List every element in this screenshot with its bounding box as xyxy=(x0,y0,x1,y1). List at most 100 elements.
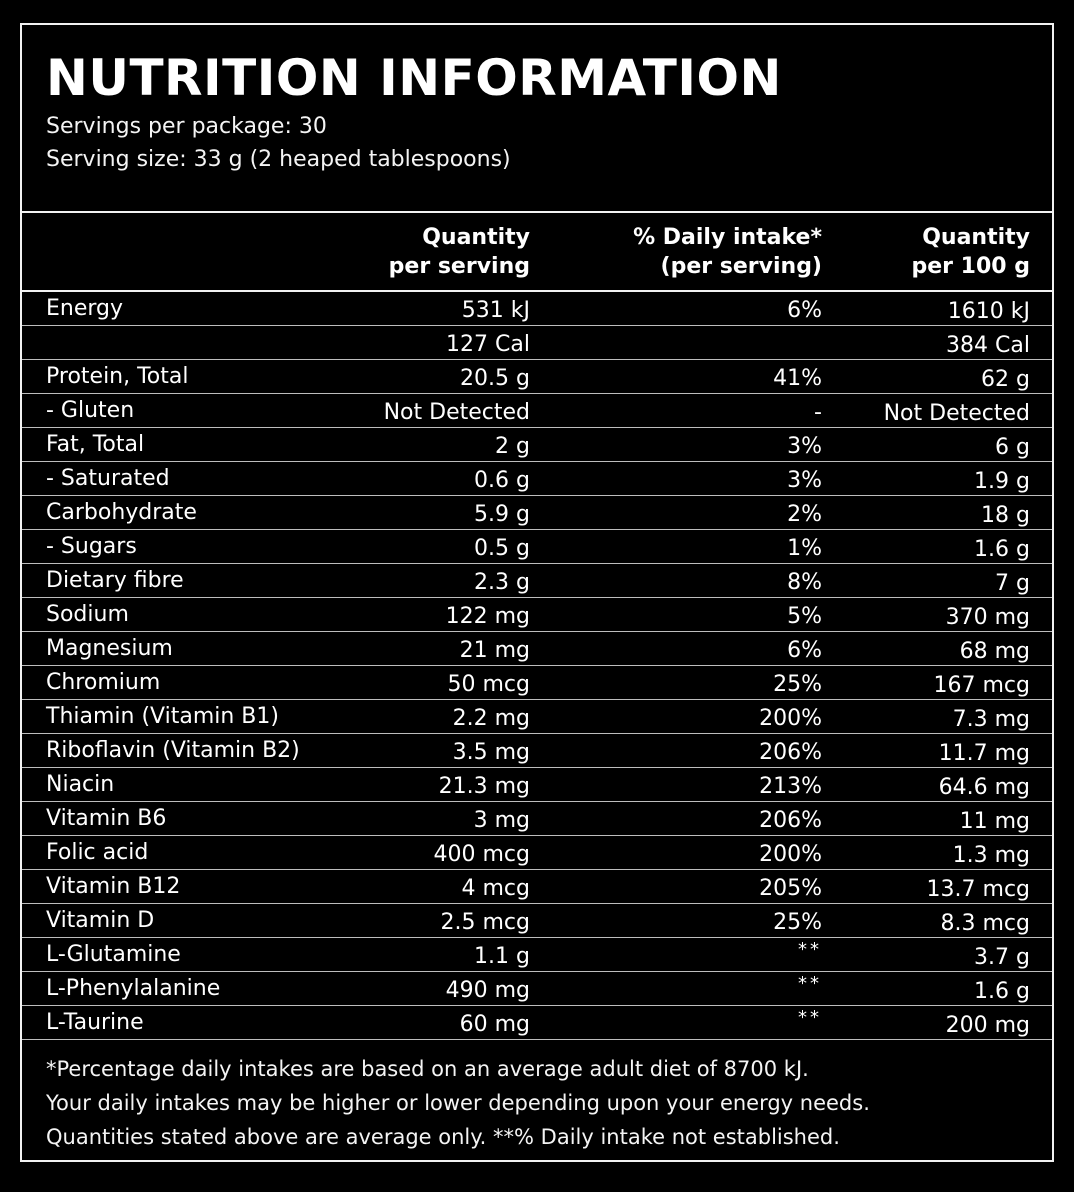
per-serving-value: 21.3 mg xyxy=(438,774,530,799)
table-row: - Saturated 0.6 g 3% 1.9 g xyxy=(22,462,1052,496)
nutrient-name: - Sugars xyxy=(46,534,137,559)
per-serving-value: 127 Cal xyxy=(446,332,530,357)
per-serving-value: 4 mcg xyxy=(461,876,530,901)
daily-intake-value: - xyxy=(814,400,822,425)
table-row: Dietary fibre 2.3 g 8% 7 g xyxy=(22,564,1052,598)
title-block: NUTRITION INFORMATION Servings per packa… xyxy=(22,25,1052,213)
nutrient-name: Chromium xyxy=(46,670,161,695)
footnote-line: Quantities stated above are average only… xyxy=(46,1125,840,1149)
nutrient-name: Energy xyxy=(46,296,124,321)
per-100g-value: 200 mg xyxy=(945,1013,1030,1038)
nutrient-name: - Gluten xyxy=(46,398,135,423)
per-serving-value: 5.9 g xyxy=(474,502,530,527)
daily-intake-value: 206% xyxy=(759,740,822,765)
table-row: Fat, Total 2 g 3% 6 g xyxy=(22,428,1052,462)
daily-intake-value: 6% xyxy=(787,638,822,663)
daily-intake-value: 3% xyxy=(787,468,822,493)
per-serving-value: 20.5 g xyxy=(460,366,530,391)
daily-intake-value: 8% xyxy=(787,570,822,595)
nutrient-name: Folic acid xyxy=(46,840,149,865)
daily-intake-value: 25% xyxy=(773,672,822,697)
per-100g-value: 11.7 mg xyxy=(938,741,1030,766)
nutrient-table: Energy 531 kJ 6% 1610 kJ 127 Cal 384 Cal Prote… xyxy=(22,292,1052,1040)
per-100g-value: 18 g xyxy=(981,503,1030,528)
nutrient-name: Carbohydrate xyxy=(46,500,197,525)
daily-intake-value: ** xyxy=(798,973,822,994)
nutrient-name: Vitamin B12 xyxy=(46,874,181,899)
table-row: 127 Cal 384 Cal xyxy=(22,326,1052,360)
table-row: L-Phenylalanine 490 mg ** 1.6 g xyxy=(22,972,1052,1006)
table-row: - Sugars 0.5 g 1% 1.6 g xyxy=(22,530,1052,564)
nutrient-name: Vitamin D xyxy=(46,908,155,933)
per-100g-value: 7 g xyxy=(995,571,1030,596)
per-serving-value: 2.3 g xyxy=(474,570,530,595)
table-row: Folic acid 400 mcg 200% 1.3 mg xyxy=(22,836,1052,870)
table-row: Vitamin D 2.5 mcg 25% 8.3 mcg xyxy=(22,904,1052,938)
nutrient-name: Thiamin (Vitamin B1) xyxy=(46,704,279,729)
per-100g-value: 7.3 mg xyxy=(952,707,1030,732)
nutrient-name: L-Taurine xyxy=(46,1010,144,1035)
per-100g-value: 384 Cal xyxy=(946,333,1030,358)
table-row: Sodium 122 mg 5% 370 mg xyxy=(22,598,1052,632)
per-serving-value: 2 g xyxy=(495,434,530,459)
per-serving-value: 0.6 g xyxy=(474,468,530,493)
daily-intake-value: 206% xyxy=(759,808,822,833)
column-header-per-100g: Quantity per 100 g xyxy=(911,225,1030,279)
daily-intake-value: 2% xyxy=(787,502,822,527)
nutrient-name: L-Glutamine xyxy=(46,942,181,967)
per-100g-value: Not Detected xyxy=(883,401,1030,426)
daily-intake-value: 200% xyxy=(759,842,822,867)
per-100g-value: 13.7 mcg xyxy=(926,877,1030,902)
nutrient-name: Magnesium xyxy=(46,636,173,661)
daily-intake-value: 41% xyxy=(773,366,822,391)
daily-intake-value: 205% xyxy=(759,876,822,901)
per-serving-value: 531 kJ xyxy=(461,298,530,323)
daily-intake-value: 213% xyxy=(759,774,822,799)
per-serving-value: 0.5 g xyxy=(474,536,530,561)
per-serving-value: 3 mg xyxy=(473,808,530,833)
daily-intake-value: 200% xyxy=(759,706,822,731)
column-header-per-serving: Quantity per serving xyxy=(388,225,530,279)
page-title: NUTRITION INFORMATION xyxy=(46,49,782,107)
servings-per-package: Servings per package: 30 xyxy=(46,114,327,139)
footnote-line: *Percentage daily intakes are based on a… xyxy=(46,1057,809,1081)
table-row: Riboflavin (Vitamin B2) 3.5 mg 206% 11.7 mg xyxy=(22,734,1052,768)
per-100g-value: 68 mg xyxy=(959,639,1030,664)
per-100g-value: 1.9 g xyxy=(974,469,1030,494)
daily-intake-value: 3% xyxy=(787,434,822,459)
nutrient-name: Protein, Total xyxy=(46,364,189,389)
table-row: Protein, Total 20.5 g 41% 62 g xyxy=(22,360,1052,394)
nutrition-panel: NUTRITION INFORMATION Servings per packa… xyxy=(20,23,1054,1162)
per-serving-value: 2.2 mg xyxy=(452,706,530,731)
table-row: Niacin 21.3 mg 213% 64.6 mg xyxy=(22,768,1052,802)
table-row: Energy 531 kJ 6% 1610 kJ xyxy=(22,292,1052,326)
nutrient-name: L-Phenylalanine xyxy=(46,976,221,1001)
per-100g-value: 3.7 g xyxy=(974,945,1030,970)
nutrient-name: - Saturated xyxy=(46,466,170,491)
table-row: Vitamin B6 3 mg 206% 11 mg xyxy=(22,802,1052,836)
table-row: L-Glutamine 1.1 g ** 3.7 g xyxy=(22,938,1052,972)
table-row: L-Taurine 60 mg ** 200 mg xyxy=(22,1006,1052,1040)
nutrient-name: Fat, Total xyxy=(46,432,145,457)
daily-intake-value: 1% xyxy=(787,536,822,561)
per-100g-value: 8.3 mcg xyxy=(940,911,1030,936)
table-row: - Gluten Not Detected - Not Detected xyxy=(22,394,1052,428)
per-100g-value: 1610 kJ xyxy=(947,299,1030,324)
per-serving-value: Not Detected xyxy=(383,400,530,425)
table-row: Carbohydrate 5.9 g 2% 18 g xyxy=(22,496,1052,530)
table-row: Chromium 50 mcg 25% 167 mcg xyxy=(22,666,1052,700)
per-100g-value: 1.6 g xyxy=(974,537,1030,562)
per-100g-value: 11 mg xyxy=(959,809,1030,834)
per-serving-value: 3.5 mg xyxy=(452,740,530,765)
per-100g-value: 1.6 g xyxy=(974,979,1030,1004)
daily-intake-value: 25% xyxy=(773,910,822,935)
column-headers: Quantity per serving % Daily intake* (pe… xyxy=(22,213,1052,292)
nutrient-name: Sodium xyxy=(46,602,129,627)
table-row: Magnesium 21 mg 6% 68 mg xyxy=(22,632,1052,666)
per-serving-value: 2.5 mcg xyxy=(440,910,530,935)
per-100g-value: 6 g xyxy=(995,435,1030,460)
per-serving-value: 400 mcg xyxy=(433,842,530,867)
nutrient-name: Riboflavin (Vitamin B2) xyxy=(46,738,300,763)
per-100g-value: 370 mg xyxy=(945,605,1030,630)
per-serving-value: 490 mg xyxy=(445,978,530,1003)
